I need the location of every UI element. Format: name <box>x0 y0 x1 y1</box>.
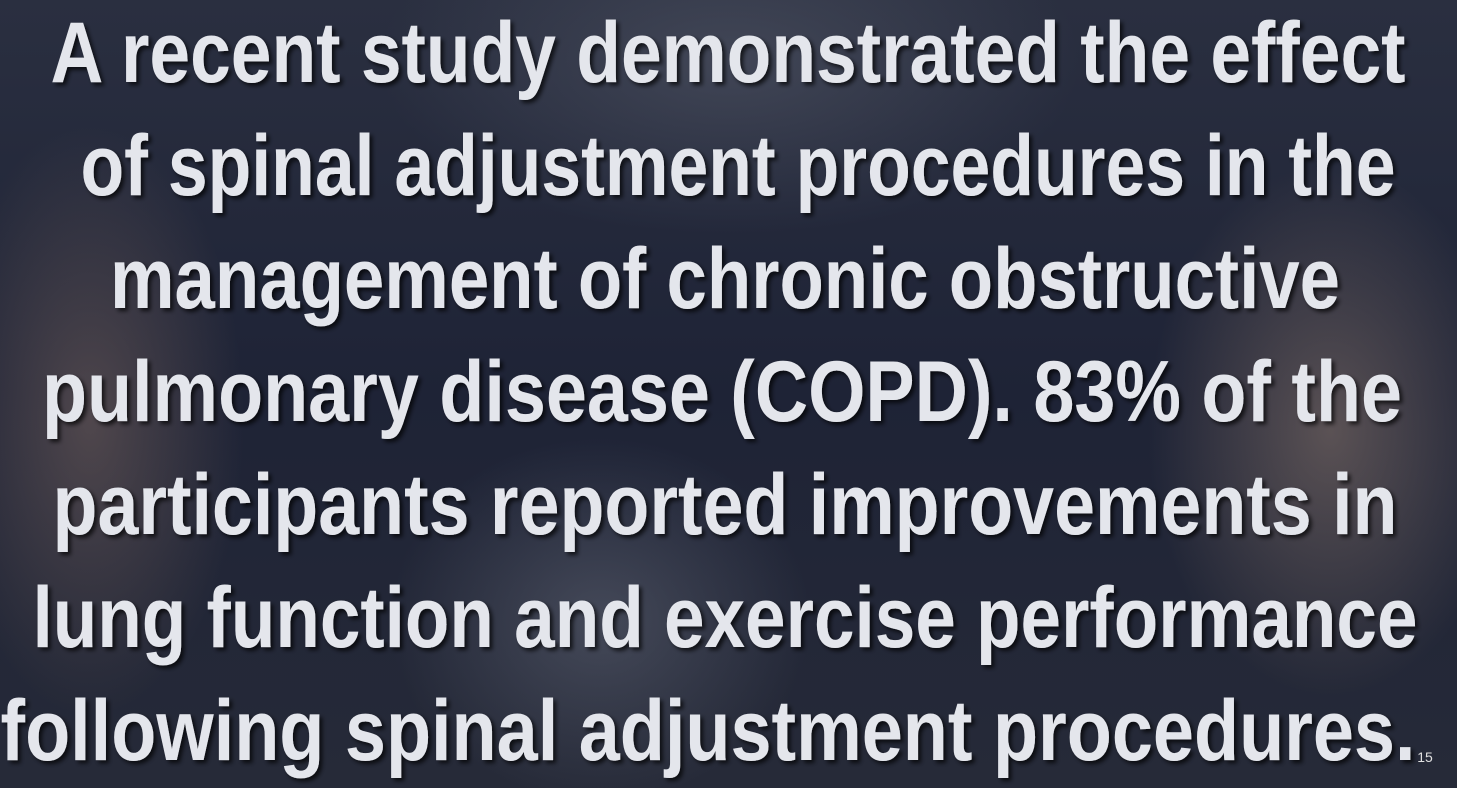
body-line: of spinal adjustment procedures in the <box>81 118 1396 214</box>
page-number: 15 <box>1417 749 1433 765</box>
body-text: A recent study demonstrated the effect of… <box>1 5 1418 779</box>
body-line: management of chronic obstructive <box>110 231 1340 327</box>
body-line: A recent study demonstrated the effect <box>51 5 1406 101</box>
body-line: lung function and exercise performance <box>33 570 1418 666</box>
body-line: following spinal adjustment procedures. <box>1 683 1416 779</box>
slide-text: A recent study demonstrated the effect of… <box>0 0 1457 788</box>
body-line: pulmonary disease (COPD). 83% of the <box>42 344 1402 440</box>
body-line: participants reported improvements in <box>53 457 1398 553</box>
slide: A recent study demonstrated the effect of… <box>0 0 1457 788</box>
